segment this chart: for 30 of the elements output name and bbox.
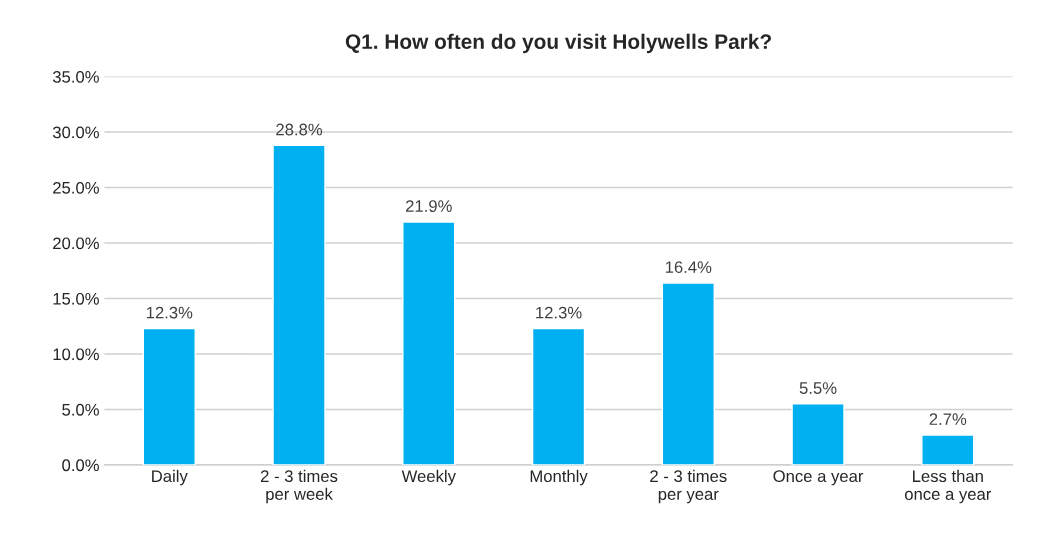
bar xyxy=(142,327,196,465)
data-label: 5.5% xyxy=(799,382,837,394)
x-tick-label: Daily xyxy=(152,469,188,486)
data-label: 28.8% xyxy=(276,123,323,136)
y-tick-label: 15.0% xyxy=(53,292,99,305)
bar xyxy=(531,327,586,465)
y-tick-label: 25.0% xyxy=(53,181,99,194)
chart-title: Q1. How often do you visit Holywells Park? xyxy=(345,33,771,54)
y-tick-label: 30.0% xyxy=(52,126,99,139)
y-tick-label: 35.0% xyxy=(52,70,99,83)
data-label: 21.9% xyxy=(406,200,452,212)
data-label: 12.3% xyxy=(146,306,193,319)
y-tick-label: 5.0% xyxy=(62,403,99,416)
bar xyxy=(272,144,326,465)
bar xyxy=(661,282,715,465)
x-tick-label: Less than once a year xyxy=(904,469,992,504)
y-tick-label: 20.0% xyxy=(53,237,99,250)
data-label: 12.3% xyxy=(536,306,582,319)
bar xyxy=(921,434,975,465)
x-tick-label: 2 - 3 times per week xyxy=(260,469,338,504)
y-tick-label: 10.0% xyxy=(53,348,99,361)
bar xyxy=(791,403,845,465)
data-label: 2.7% xyxy=(929,413,967,425)
y-tick-label: 0.0% xyxy=(62,459,99,472)
bar xyxy=(402,221,456,465)
x-tick-label: Monthly xyxy=(530,469,588,486)
x-tick-label: Weekly xyxy=(401,469,456,486)
x-tick-label: Once a year xyxy=(773,470,864,486)
x-tick-label: 2 - 3 times per year xyxy=(650,469,727,504)
data-label: 16.4% xyxy=(665,261,712,274)
